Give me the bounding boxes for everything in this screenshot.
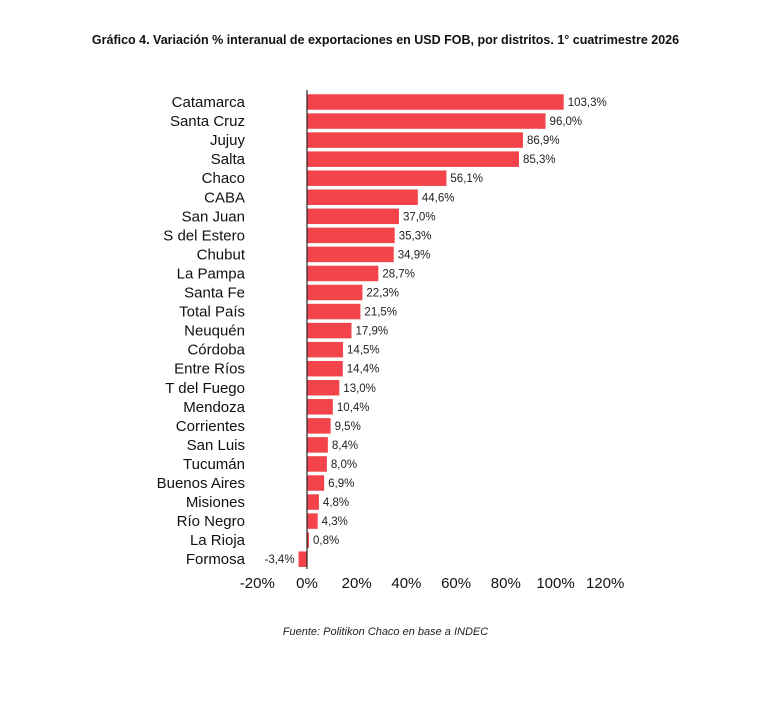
category-label: Neuquén <box>184 323 245 340</box>
x-tick-label: 20% <box>342 575 372 592</box>
bar <box>307 380 340 396</box>
data-label: 13,0% <box>343 383 376 395</box>
category-label: San Juan <box>182 208 245 225</box>
bar <box>307 437 328 453</box>
bar <box>307 170 447 186</box>
category-label: Córdoba <box>187 342 245 359</box>
bar <box>307 418 331 434</box>
data-label: 0,8% <box>313 535 339 547</box>
category-label: Río Negro <box>177 513 245 530</box>
data-label: 44,6% <box>422 192 455 204</box>
data-label: 34,9% <box>398 249 431 261</box>
chart-source: Fuente: Politikon Chaco en base a INDEC <box>282 626 489 638</box>
x-tick-label: 40% <box>391 575 421 592</box>
category-label: La Pampa <box>177 265 246 282</box>
bar <box>307 208 399 225</box>
data-label: 9,5% <box>335 421 361 433</box>
labels-layer: Catamarca 103,3% Santa Cruz 96,0% Jujuy 86,9%… <box>157 94 607 568</box>
category-label: Chaco <box>202 170 245 187</box>
category-label: Misiones <box>186 494 245 511</box>
category-label: CABA <box>204 189 245 206</box>
category-label: Buenos Aires <box>157 475 245 492</box>
data-label: 35,3% <box>399 230 432 242</box>
data-label: 96,0% <box>550 116 583 128</box>
bar <box>307 151 519 167</box>
category-label: Entre Ríos <box>174 361 245 378</box>
x-tick-label: 100% <box>536 575 574 592</box>
bar <box>307 303 361 320</box>
data-label: 14,5% <box>347 345 380 357</box>
data-label: 103,3% <box>568 97 607 109</box>
data-label: 4,8% <box>323 497 349 509</box>
category-label: Santa Cruz <box>170 113 245 130</box>
bar <box>307 265 379 282</box>
bar <box>307 532 309 548</box>
data-label: 85,3% <box>523 154 556 166</box>
category-label: Formosa <box>186 551 246 568</box>
data-label: 86,9% <box>527 135 560 147</box>
category-label: Corrientes <box>176 418 245 435</box>
bar <box>307 113 546 129</box>
category-label: Jujuy <box>210 132 246 149</box>
bar <box>307 399 333 415</box>
category-label: Santa Fe <box>184 285 245 302</box>
category-label: La Rioja <box>190 532 246 549</box>
data-label: 8,4% <box>332 440 358 452</box>
category-label: Tucumán <box>183 456 245 473</box>
bar <box>307 513 318 529</box>
bar <box>307 475 325 491</box>
data-label: 8,0% <box>331 459 357 471</box>
x-tick-label: 0% <box>296 575 318 592</box>
data-label: 21,5% <box>364 307 397 319</box>
data-label: 22,3% <box>366 288 399 300</box>
bars-layer <box>298 94 564 567</box>
bar <box>307 341 344 358</box>
x-tick-label: 60% <box>441 575 471 592</box>
category-label: Total País <box>179 304 245 321</box>
data-label: 14,4% <box>347 364 380 376</box>
x-tick-label: -20% <box>240 575 275 592</box>
data-label: 28,7% <box>382 268 415 280</box>
category-label: S del Estero <box>163 227 245 244</box>
category-label: Chubut <box>197 246 246 263</box>
bar <box>298 551 307 567</box>
data-label: 10,4% <box>337 402 370 414</box>
bar <box>307 227 395 244</box>
data-label: 56,1% <box>450 173 483 185</box>
bar <box>307 132 523 148</box>
category-label: T del Fuego <box>165 380 245 397</box>
category-label: San Luis <box>187 437 245 454</box>
data-label: -3,4% <box>265 554 295 566</box>
x-tick-label: 120% <box>586 575 624 592</box>
bar <box>307 189 418 205</box>
chart-title: Gráfico 4. Variación % interanual de exp… <box>91 33 680 47</box>
category-label: Salta <box>211 151 246 168</box>
category-label: Catamarca <box>172 94 246 111</box>
x-axis-ticks: -20% 0% 20% 40% 60% 80% 100% 120% <box>240 575 625 592</box>
data-label: 4,3% <box>322 516 348 528</box>
x-tick-label: 80% <box>491 575 521 592</box>
bar <box>307 494 319 510</box>
bar <box>307 284 363 301</box>
data-label: 6,9% <box>328 478 354 490</box>
bar <box>307 456 327 472</box>
bar <box>307 322 352 339</box>
data-label: 17,9% <box>355 326 388 338</box>
bar <box>307 94 564 110</box>
data-label: 37,0% <box>403 211 436 223</box>
category-label: Mendoza <box>183 399 245 416</box>
bar <box>307 246 394 263</box>
bar <box>307 360 343 377</box>
